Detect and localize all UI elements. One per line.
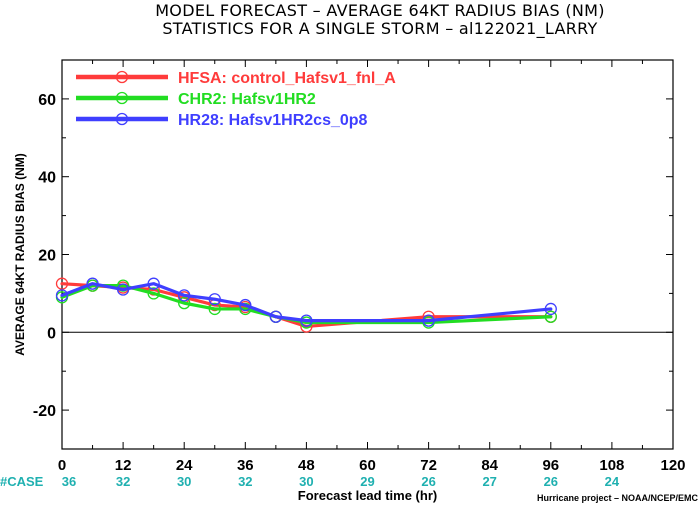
- legend-label: HFSA: control_Hafsv1_fnl_A: [178, 70, 396, 87]
- data-point: [55, 277, 69, 290]
- data-point: [422, 314, 435, 327]
- series-line: [60, 282, 553, 323]
- data-point: [208, 293, 221, 306]
- case-count: 32: [116, 474, 130, 489]
- case-count: 30: [299, 474, 313, 489]
- case-row-label: #CASE: [0, 474, 44, 489]
- data-point: [178, 296, 191, 310]
- case-count: 26: [544, 474, 558, 489]
- chart-subtitle: STATISTICS FOR A SINGLE STORM – al122021…: [162, 19, 598, 38]
- case-count: 30: [177, 474, 191, 489]
- legend-entry: CHR2: Hafsv1HR2: [76, 91, 316, 108]
- data-point: [269, 310, 283, 323]
- x-axis-label: Forecast lead time (hr): [298, 488, 437, 503]
- y-axis-label: AVERAGE 64KT RADIUS BIAS (NM): [13, 153, 27, 355]
- legend-label: HR28: Hafsv1HR2cs_0p8: [178, 112, 368, 129]
- x-tick-label: 108: [599, 457, 624, 474]
- x-tick-label: 120: [660, 457, 685, 474]
- legend-entry: HFSA: control_Hafsv1_fnl_A: [76, 70, 396, 87]
- x-tick-label: 84: [481, 457, 498, 474]
- case-count: 32: [238, 474, 252, 489]
- case-count: 26: [421, 474, 435, 489]
- legend-marker: [115, 91, 129, 105]
- data-point: [116, 283, 130, 296]
- legend-label: CHR2: Hafsv1HR2: [178, 91, 316, 108]
- data-point: [116, 279, 130, 292]
- x-tick-label: 12: [115, 457, 132, 474]
- y-tick-label: 60: [38, 92, 56, 109]
- data-point: [55, 289, 69, 302]
- case-count: 27: [482, 474, 496, 489]
- data-point: [147, 287, 160, 300]
- legend-marker: [115, 70, 129, 84]
- data-point: [208, 302, 221, 316]
- data-point: [300, 314, 313, 327]
- y-tick-label: -20: [33, 403, 56, 420]
- x-tick-label: 60: [359, 457, 376, 474]
- chart-title: MODEL FORECAST – AVERAGE 64KT RADIUS BIA…: [155, 1, 605, 20]
- y-tick-label: 0: [47, 325, 56, 342]
- data-point: [239, 298, 252, 312]
- x-tick-label: 0: [58, 457, 66, 474]
- x-tick-label: 36: [237, 457, 254, 474]
- data-point: [86, 277, 99, 290]
- series-3: [55, 277, 557, 327]
- data-point: [544, 302, 557, 316]
- data-point: [147, 277, 160, 290]
- x-tick-label: 72: [420, 457, 437, 474]
- case-count: 36: [62, 474, 76, 489]
- legend-marker: [115, 112, 129, 126]
- y-tick-label: 40: [38, 170, 56, 187]
- data-point: [178, 289, 191, 302]
- data-point: [544, 310, 557, 323]
- x-tick-label: 24: [176, 457, 193, 474]
- x-tick-label: 48: [298, 457, 315, 474]
- credit-text: Hurricane project – NOAA/NCEP/EMC: [537, 493, 699, 503]
- legend-entry: HR28: Hafsv1HR2cs_0p8: [76, 112, 368, 129]
- case-count: 24: [605, 474, 620, 489]
- y-tick-label: 20: [38, 248, 56, 265]
- series-line: [60, 284, 553, 325]
- case-count: 29: [360, 474, 374, 489]
- x-tick-label: 96: [542, 457, 559, 474]
